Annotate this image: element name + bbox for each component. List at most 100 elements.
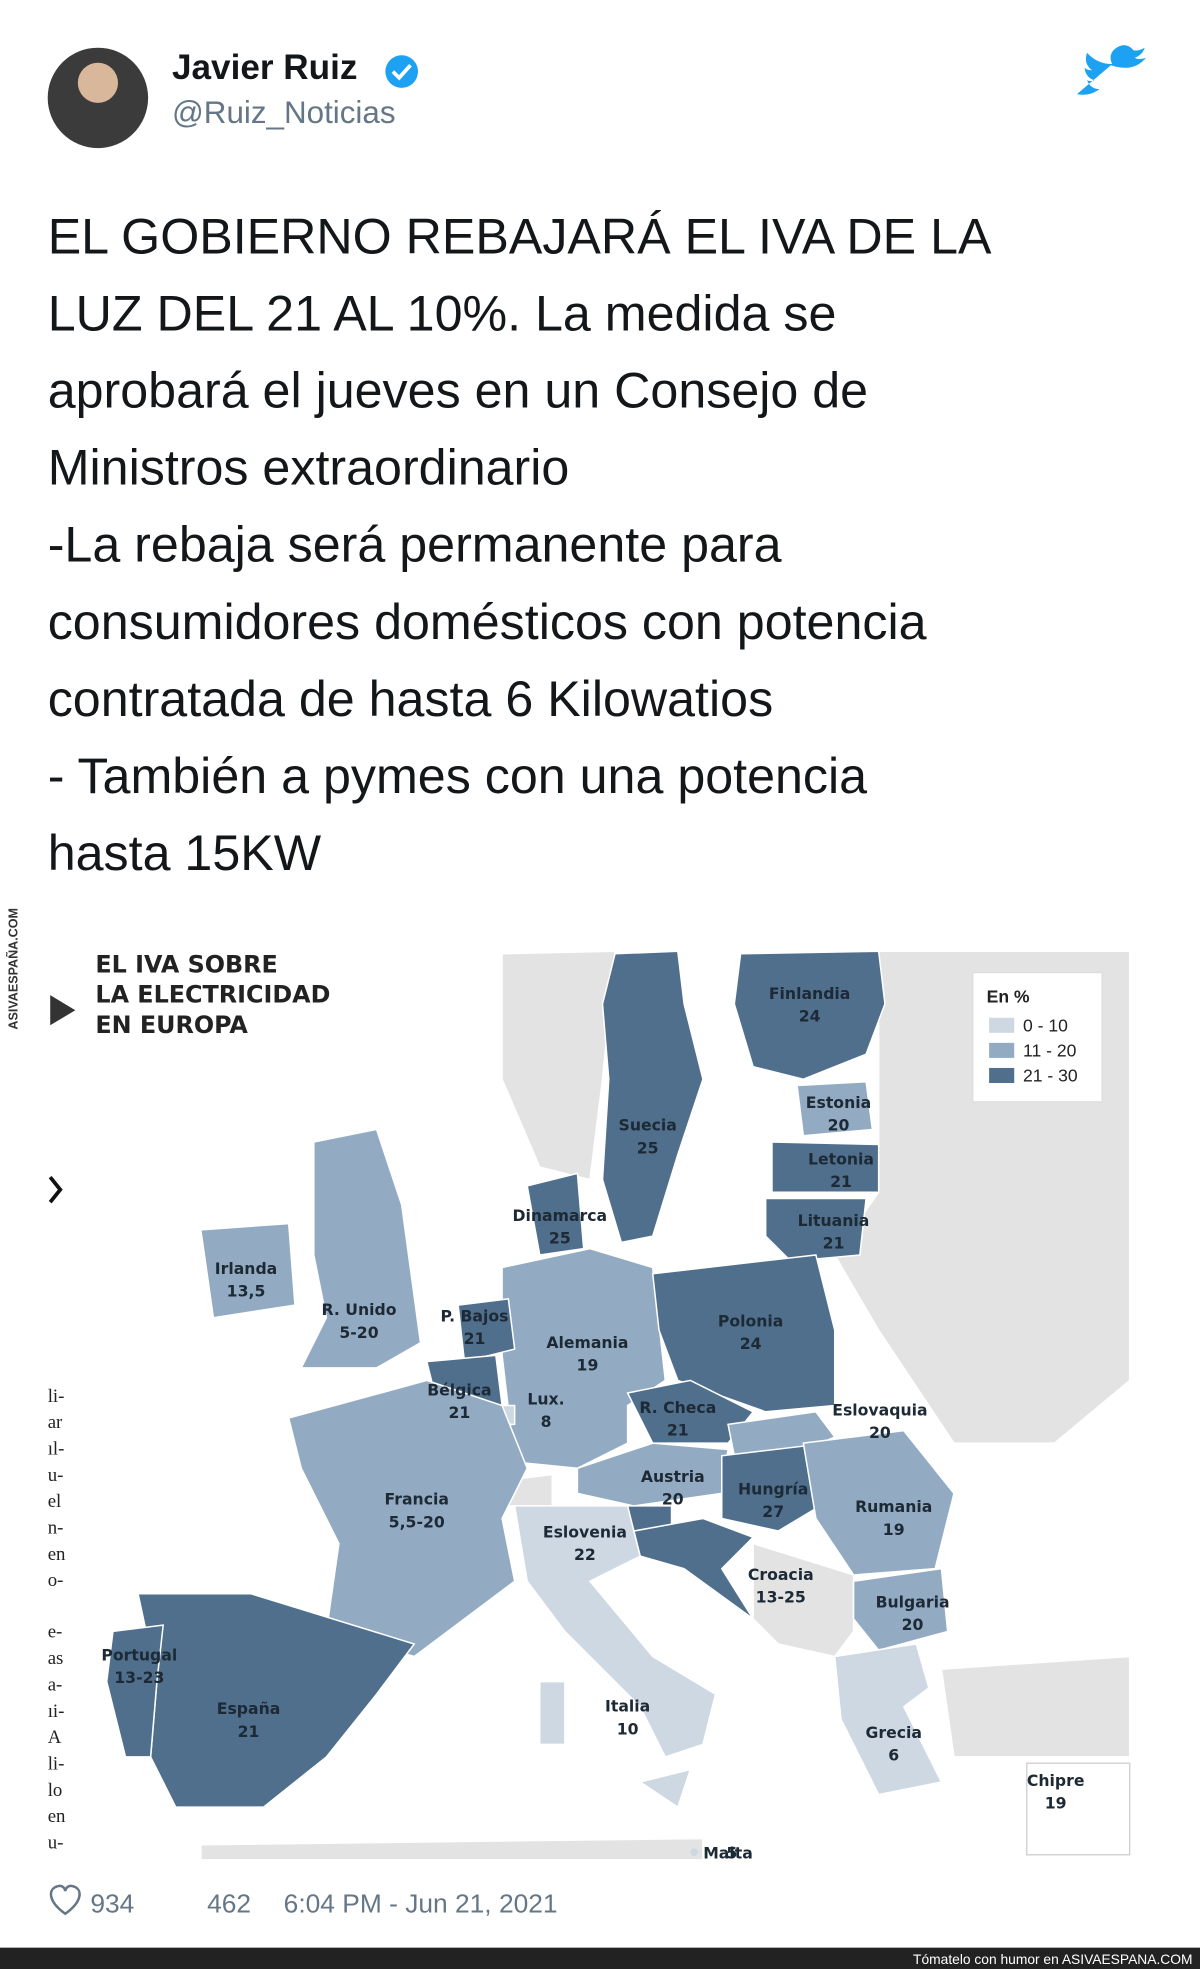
country-shape [513,1505,717,1758]
country-shape [105,1624,165,1758]
like-icon[interactable] [49,1884,81,1916]
twitter-logo[interactable] [1076,45,1147,95]
country-shape [199,1222,296,1319]
country-value: 20 [869,1423,891,1442]
legend-title: En % [987,987,1030,1007]
side-fragment: as [48,1648,64,1669]
country-value: 5,5-20 [389,1512,445,1531]
country-value: 21 [238,1722,260,1741]
side-fragment: A [48,1727,62,1748]
country-value: 21 [667,1421,689,1440]
side-fragment: e- [48,1622,63,1643]
country-value: 20 [662,1490,684,1509]
country-name: Irlanda [215,1259,277,1278]
timestamp[interactable]: 6:04 PM - Jun 21, 2021 [284,1889,558,1919]
side-fragment: u- [48,1465,64,1486]
country-name: Letonia [808,1150,874,1169]
country-value: 24 [740,1334,762,1353]
country-value: 5 [726,1844,737,1863]
country-name: Finlandia [769,984,851,1003]
country-name: R. Checa [639,1398,716,1417]
country-name: Dinamarca [513,1206,608,1225]
legend-label: 21 - 30 [1023,1066,1078,1086]
side-fragment: en [48,1806,66,1827]
side-fragment: ar [48,1412,63,1433]
country-name: Italia [605,1697,650,1716]
country-name: R. Unido [321,1300,396,1319]
country-name: Francia [385,1490,449,1509]
bottom-bar [0,1947,1200,1969]
side-fragment: u- [48,1833,64,1854]
tweet-line: EL GOBIERNO REBAJARÁ EL IVA DE LA [48,209,992,265]
verified-badge [385,55,418,88]
country-name: España [217,1699,281,1718]
author-handle[interactable]: @Ruiz_Noticias [172,95,396,130]
country-value: 13-23 [114,1668,164,1687]
map [105,950,1131,1861]
country-value: 24 [799,1007,821,1026]
country-shape [200,1837,704,1861]
country-value: 21 [464,1329,486,1348]
tweet-line: LUZ DEL 21 AL 10%. La medida se [48,286,837,342]
legend-label: 0 - 10 [1023,1016,1068,1036]
country-name: Portugal [101,1645,177,1664]
country-name: Rumania [855,1497,932,1516]
map-title: EN EUROPA [95,1011,248,1039]
country-name: Malta [703,1844,753,1863]
tweet-line: hasta 15KW [48,825,322,881]
side-fragment: o- [48,1570,64,1591]
country-name: Alemania [546,1333,628,1352]
country-value: 19 [883,1520,905,1539]
country-shape [538,1680,566,1746]
country-value: 20 [902,1615,924,1634]
country-shape [802,1429,955,1576]
country-shape [501,950,616,1181]
tweet-line: - También a pymes con una potencia [48,748,867,804]
country-value: 21 [449,1403,471,1422]
country-name: Suecia [619,1116,677,1135]
legend-swatch [989,1017,1015,1033]
map-title: EL IVA SOBRE [95,951,277,979]
country-shape [852,1567,949,1652]
country-value: 10 [617,1719,639,1738]
country-name: Bélgica [427,1380,491,1399]
country-value: 25 [549,1229,571,1248]
country-name: Austria [641,1467,705,1486]
retweet-count[interactable]: 462 [207,1889,251,1919]
country-name: P. Bajos [440,1306,508,1325]
author-name[interactable]: Javier Ruiz [172,48,358,87]
like-count[interactable]: 934 [90,1889,134,1919]
bottom-watermark: Tómatelo con humor en ASIVAESPANA.COM [913,1952,1192,1967]
side-watermark: ASIVAESPAÑA.COM [6,908,21,1030]
side-fragment: ıl- [48,1438,65,1459]
country-shape [940,1655,1131,1758]
country-name: Chipre [1027,1771,1085,1790]
country-name: Hungría [738,1480,808,1499]
tweet-line: Ministros extraordinario [48,440,570,496]
legend-swatch [989,1042,1015,1058]
tweet-line: contratada de hasta 6 Kilowatios [48,671,773,727]
country-value: 19 [577,1355,599,1374]
country-value: 13,5 [227,1281,266,1300]
side-fragment: en [48,1544,66,1565]
country-value: 21 [830,1172,852,1191]
side-fragment: el [48,1491,62,1512]
country-value: 25 [637,1138,659,1157]
country-name: Lux. [527,1389,564,1408]
tweet-line: -La rebaja será permanente para [48,517,782,573]
country-shape [632,1517,755,1620]
country-value: 21 [823,1234,845,1253]
inset-box [1026,1762,1131,1856]
country-name: Bulgaria [876,1593,950,1612]
tweet-line: aprobará el jueves en un Consejo de [48,363,868,419]
map-title: LA ELECTRICIDAD [95,981,330,1009]
country-value: 8 [541,1412,552,1431]
side-fragment: li- [48,1753,65,1774]
country-shape [651,1254,836,1413]
country-value: 19 [1045,1793,1067,1812]
country-name: Lituania [798,1211,870,1230]
tweet-line: consumidores domésticos con potencia [48,594,927,650]
